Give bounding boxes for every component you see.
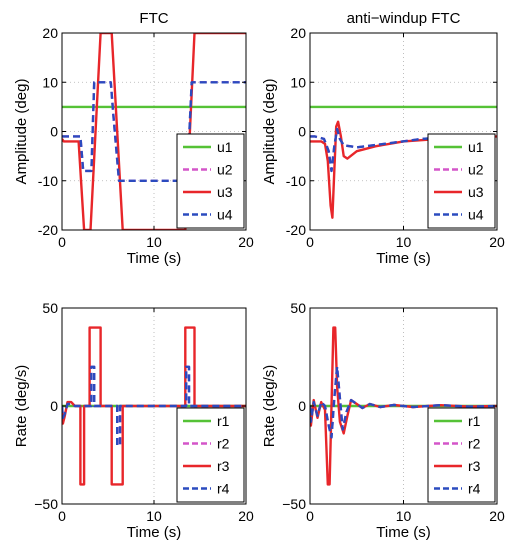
legend-label-u1: u1 <box>468 139 484 155</box>
subplot-2: 0 10 20 -20 -10 0 10 20 anti−windup FTC Time (s) A… <box>261 10 505 267</box>
x-tick-label: 10 <box>396 234 412 250</box>
legend-label-u4: u4 <box>217 207 233 223</box>
y-tick-label: −50 <box>34 496 58 512</box>
series-r3 <box>62 326 246 486</box>
y-tick-label: 0 <box>298 124 306 140</box>
x-axis-label: Time (s) <box>127 524 181 541</box>
plot-area <box>62 326 246 486</box>
y-tick-label: 0 <box>50 124 58 140</box>
y-axis-label: Amplitude (deg) <box>13 79 30 185</box>
y-tick-label: 50 <box>290 300 306 316</box>
legend-label-r3: r3 <box>217 458 230 474</box>
series-u3 <box>62 33 246 230</box>
y-tick-label: 20 <box>290 25 306 41</box>
legend: u1 u2 u3 u4 <box>176 133 245 229</box>
y-tick-label: -20 <box>286 222 306 238</box>
y-tick-label: 0 <box>50 398 58 414</box>
x-tick-label: 0 <box>58 234 66 250</box>
series-r4 <box>62 365 246 447</box>
legend-label-r4: r4 <box>468 481 481 497</box>
legend-label-u2: u2 <box>217 162 233 178</box>
x-axis-label: Time (s) <box>376 524 430 541</box>
legend-label-r2: r2 <box>217 436 230 452</box>
x-tick-label: 0 <box>306 508 314 524</box>
y-tick-label: 50 <box>42 300 58 316</box>
y-tick-label: -10 <box>286 173 306 189</box>
series-u4 <box>62 81 246 183</box>
series-u4 <box>310 127 497 173</box>
legend-label-u2: u2 <box>468 162 484 178</box>
x-tick-label: 0 <box>58 508 66 524</box>
legend-label-r3: r3 <box>468 458 481 474</box>
legend-box <box>427 133 496 229</box>
x-tick-label: 10 <box>146 234 162 250</box>
legend-label-r1: r1 <box>468 413 481 429</box>
plot-area <box>310 105 497 219</box>
legend: r1 r2 r3 r4 <box>176 407 245 503</box>
legend-label-u3: u3 <box>468 184 484 200</box>
x-tick-label: 20 <box>489 234 505 250</box>
legend-box <box>427 407 496 503</box>
legend-label-u1: u1 <box>217 139 233 155</box>
x-tick-label: 10 <box>396 508 412 524</box>
x-tick-label: 20 <box>489 508 505 524</box>
subplot-1: 0 10 20 -20 -10 0 10 20 FTC Time (s) Amplitude (de… <box>13 10 254 267</box>
y-axis-label: Amplitude (deg) <box>261 79 278 185</box>
subplot-title: FTC <box>139 10 168 27</box>
legend-box <box>176 133 245 229</box>
legend: r1 r2 r3 r4 <box>427 407 496 503</box>
x-tick-label: 20 <box>238 234 254 250</box>
legend-box <box>176 407 245 503</box>
subplot-title: anti−windup FTC <box>347 10 461 27</box>
legend-label-r1: r1 <box>217 413 230 429</box>
legend-label-r4: r4 <box>217 481 230 497</box>
legend-label-u4: u4 <box>468 207 484 223</box>
plot-area <box>310 326 497 486</box>
x-tick-label: 0 <box>306 234 314 250</box>
y-tick-label: 0 <box>298 398 306 414</box>
y-tick-label: 10 <box>290 74 306 90</box>
x-axis-label: Time (s) <box>376 250 430 267</box>
x-tick-label: 20 <box>238 508 254 524</box>
plot-area <box>62 33 246 230</box>
y-axis-label: Rate (deg/s) <box>13 365 30 448</box>
x-axis-label: Time (s) <box>127 250 181 267</box>
y-tick-label: -20 <box>38 222 58 238</box>
y-tick-label: 20 <box>42 25 58 41</box>
legend: u1 u2 u3 u4 <box>427 133 496 229</box>
y-tick-label: −50 <box>282 496 306 512</box>
x-tick-label: 10 <box>146 508 162 524</box>
legend-label-u3: u3 <box>217 184 233 200</box>
y-tick-label: -10 <box>38 173 58 189</box>
y-tick-label: 10 <box>42 74 58 90</box>
series-r4 <box>310 365 497 439</box>
legend-label-r2: r2 <box>468 436 481 452</box>
y-axis-label: Rate (deg/s) <box>261 365 278 448</box>
